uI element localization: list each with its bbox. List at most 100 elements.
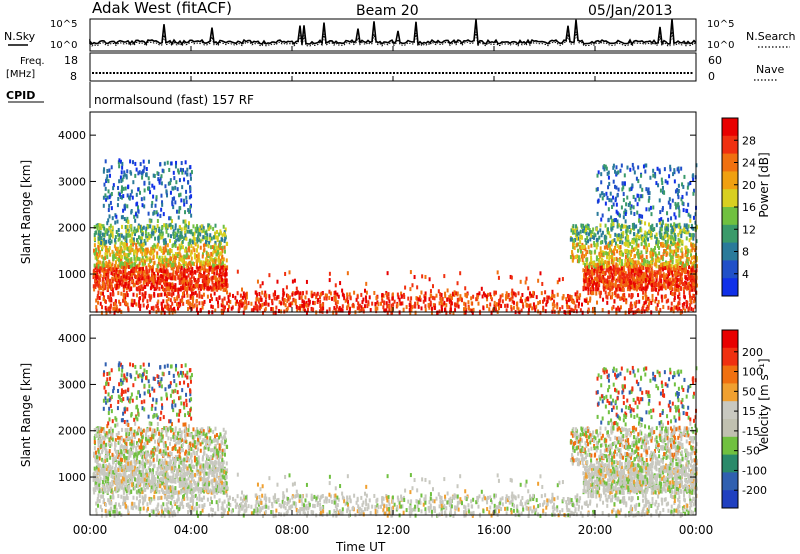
power-cell	[627, 239, 630, 244]
power-cell	[677, 269, 680, 274]
power-cell	[278, 300, 281, 305]
power-cell	[601, 258, 604, 263]
power-cell	[122, 269, 125, 274]
power-cell	[95, 298, 98, 303]
power-cell	[164, 184, 167, 189]
power-cell	[197, 273, 200, 278]
power-cell	[104, 276, 107, 281]
power-cell	[650, 212, 653, 217]
power-cell	[673, 266, 676, 271]
power-cell	[424, 297, 427, 302]
power-cell	[673, 230, 676, 235]
power-cell	[178, 280, 181, 285]
power-cell	[587, 264, 590, 269]
power-cell	[456, 297, 459, 302]
power-cell	[109, 292, 112, 297]
power-cell	[133, 268, 136, 273]
power-cell	[107, 264, 110, 269]
power-cell	[591, 260, 594, 265]
power-cell	[672, 172, 675, 177]
power-cell	[267, 302, 270, 307]
power-cell	[601, 250, 604, 255]
power-cell	[334, 293, 337, 298]
power-cell	[680, 269, 683, 274]
power-cell	[97, 246, 100, 251]
power-cell	[193, 231, 196, 236]
power-cell	[99, 266, 102, 271]
power-cell	[670, 235, 673, 240]
power-cell	[124, 237, 127, 242]
power-cell	[203, 279, 206, 284]
power-cell	[124, 225, 127, 230]
power-cell	[215, 249, 218, 254]
power-cell	[639, 280, 642, 285]
power-cell	[645, 246, 648, 251]
power-cell	[673, 305, 676, 310]
power-cell	[151, 270, 154, 275]
power-cell	[427, 302, 430, 307]
power-cell	[589, 296, 592, 301]
power-cell	[620, 205, 623, 210]
power-cell	[198, 294, 201, 299]
power-cell	[300, 295, 303, 300]
power-cell	[450, 301, 453, 306]
power-cell	[152, 278, 155, 283]
power-cell	[629, 280, 632, 285]
power-cell	[402, 307, 405, 312]
power-cell	[693, 294, 696, 299]
power-cell	[687, 212, 690, 217]
power-cell	[586, 278, 589, 283]
power-cell	[108, 234, 111, 239]
power-cell	[135, 302, 138, 307]
power-cell	[453, 290, 456, 295]
power-cell	[660, 177, 663, 182]
power-cell	[686, 269, 689, 274]
power-cell	[628, 274, 631, 279]
power-cell	[244, 292, 247, 297]
power-cell	[572, 242, 575, 247]
power-cell	[216, 269, 219, 274]
power-cell	[201, 305, 204, 310]
power-cell	[651, 256, 654, 261]
power-cell	[348, 292, 351, 297]
power-cell	[529, 294, 532, 299]
power-cell	[122, 174, 125, 179]
power-cell	[259, 295, 262, 300]
power-cell	[120, 276, 123, 281]
power-cell	[216, 265, 219, 270]
power-cell	[590, 258, 593, 263]
power-cell	[621, 233, 624, 238]
power-cell	[641, 295, 644, 300]
power-cell	[140, 197, 143, 202]
power-cell	[673, 227, 676, 232]
power-cell	[109, 200, 112, 205]
power-cell	[110, 264, 113, 269]
power-cell	[336, 300, 339, 305]
power-cell	[670, 216, 673, 221]
power-cell	[223, 305, 226, 310]
power-cell	[181, 170, 184, 175]
power-cell	[126, 293, 129, 298]
power-cell	[640, 236, 643, 241]
power-cell	[139, 303, 142, 308]
power-cell	[582, 285, 585, 290]
power-cell	[253, 305, 256, 310]
power-cell	[99, 260, 102, 265]
power-cell	[636, 202, 639, 207]
power-cell	[617, 212, 620, 217]
power-cell	[490, 295, 493, 300]
power-cell	[115, 277, 118, 282]
power-cell	[679, 310, 682, 315]
power-cell	[639, 214, 642, 219]
power-cell	[375, 296, 378, 301]
power-cell	[283, 298, 286, 303]
power-cell	[630, 186, 633, 191]
cpid-panel: CPID normalsound (fast) 157 RF	[6, 82, 254, 108]
power-cell	[671, 225, 674, 230]
power-cell	[346, 299, 349, 304]
power-cell	[606, 195, 609, 200]
power-cell	[129, 233, 132, 238]
power-cell	[192, 291, 195, 296]
power-cell	[673, 241, 676, 246]
power-cell	[598, 283, 601, 288]
